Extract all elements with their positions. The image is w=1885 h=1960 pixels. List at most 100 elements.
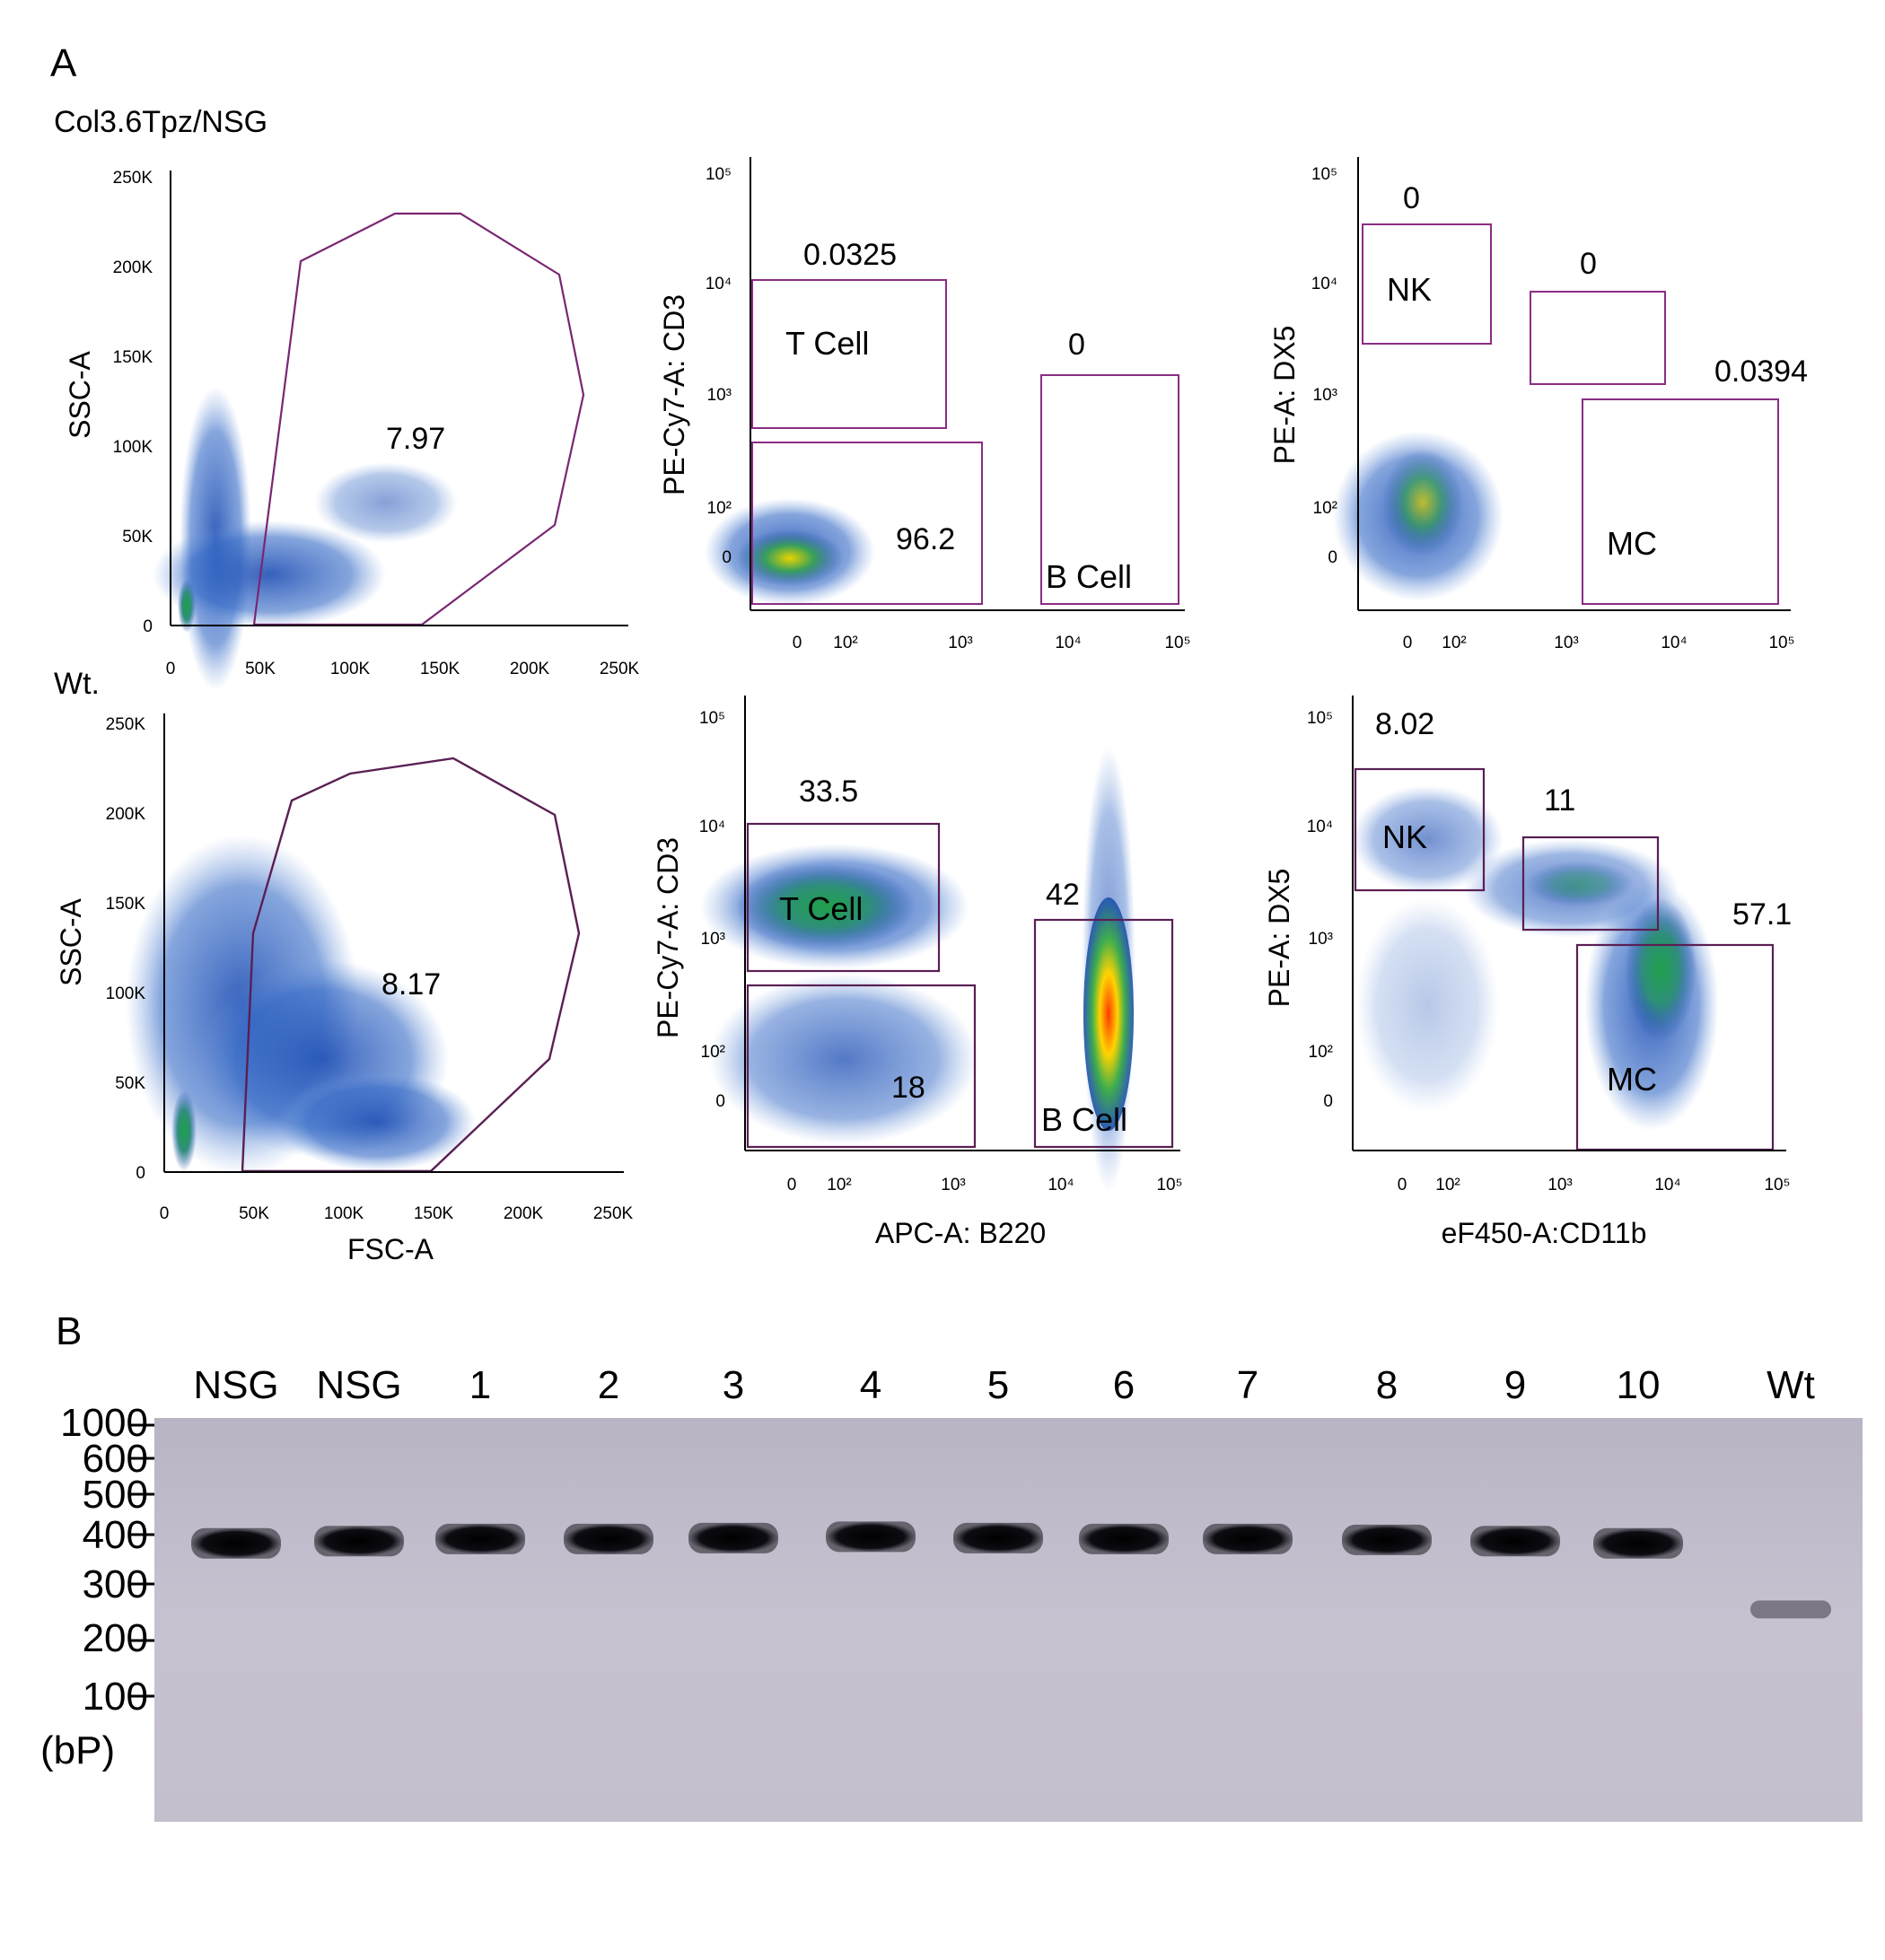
intermediate-percentage: 11: [1544, 783, 1575, 818]
x-tick-label: 10⁴: [1048, 1176, 1074, 1194]
density-core: [1625, 897, 1696, 1041]
lane-label: 5: [987, 1363, 1009, 1407]
scatter-x-ticks-row2: 0 50K 100K 150K 200K 250K: [160, 1204, 634, 1223]
panel-b-label: B: [56, 1309, 82, 1353]
x-tick-label: 10³: [948, 634, 972, 652]
double-negative-gate: [751, 442, 983, 605]
density-core: [171, 1090, 197, 1171]
ladder-label: 200: [83, 1616, 148, 1660]
gel-band: [1470, 1526, 1560, 1557]
b-cell-percentage: 42: [1046, 878, 1080, 912]
lane-label: 7: [1237, 1363, 1258, 1407]
y-tick-label: 0: [136, 1164, 145, 1183]
x-tick-label: 10⁴: [1654, 1176, 1680, 1194]
nk-gate: [1354, 767, 1486, 892]
y-tick-label: 10²: [1313, 499, 1337, 518]
lane-label: 9: [1504, 1363, 1526, 1407]
gel-lane-labels: NSG NSG 1 2 3 4 5 6 7 8 9 10 Wt: [193, 1363, 1815, 1407]
y-tick-label: 0: [722, 548, 732, 567]
y-axis-label: PE-A: DX5: [1268, 326, 1301, 465]
y-tick-label: 10³: [701, 930, 725, 949]
nkmc-y-ticks-row2: 0 10² 10³ 10⁴ 10⁵: [1307, 709, 1333, 1111]
y-tick-label: 150K: [106, 895, 146, 914]
nk-label: NK: [1387, 271, 1432, 308]
y-tick-label: 100K: [106, 984, 146, 1003]
gel-bands: [191, 1521, 1831, 1619]
t-cell-gate: [746, 822, 941, 973]
gel-band: [826, 1521, 916, 1553]
lane-label: 8: [1376, 1363, 1398, 1407]
lane-label: 3: [723, 1363, 744, 1407]
x-tick-label: 10⁵: [1164, 634, 1190, 652]
x-tick-label: 0: [793, 634, 802, 652]
y-tick-label: 10⁵: [1311, 165, 1337, 184]
y-tick-label: 0: [715, 1092, 725, 1111]
x-axis-label: APC-A: B220: [875, 1217, 1046, 1249]
mc-label: MC: [1607, 525, 1657, 562]
tb-x-ticks-row1: 0 10² 10³ 10⁴ 10⁵: [793, 634, 1191, 652]
x-tick-label: 0: [1403, 634, 1413, 652]
x-tick-label: 0: [787, 1176, 797, 1194]
double-negative-percentage: 96.2: [896, 522, 955, 556]
x-axis-label: eF450-A:CD11b: [1442, 1217, 1647, 1249]
x-tick-label: 10³: [941, 1176, 965, 1194]
density-core: [1382, 449, 1463, 556]
y-tick-label: 10⁴: [706, 275, 732, 293]
scatter-x-ticks-row1: 0 50K 100K 150K 200K 250K: [166, 660, 640, 678]
gel-band: [1079, 1523, 1169, 1554]
x-tick-label: 10⁵: [1768, 634, 1794, 652]
x-tick-label: 150K: [420, 660, 460, 678]
mc-percentage: 57.1: [1732, 897, 1792, 932]
scatter-plot-row2: 0 50K 100K 150K 200K 250K 0 50K 100K 150…: [55, 713, 634, 1265]
density-cloud: [278, 1072, 476, 1171]
x-tick-label: 150K: [414, 1204, 454, 1223]
nkmc-x-ticks-row2: 0 10² 10³ 10⁴ 10⁵: [1398, 1176, 1791, 1194]
density-core: [1526, 862, 1634, 906]
b-cell-label: B Cell: [1041, 1101, 1127, 1138]
x-tick-label: 100K: [324, 1204, 364, 1223]
b-cell-gate: [1033, 918, 1174, 1149]
tb-y-ticks-row1: 0 10² 10³ 10⁴ 10⁵: [706, 165, 732, 567]
gel-band: [191, 1527, 281, 1559]
y-tick-label: 10³: [707, 386, 732, 405]
density-cloud: [314, 462, 458, 543]
x-tick-label: 10⁵: [1156, 1176, 1182, 1194]
lane-label: 6: [1113, 1363, 1135, 1407]
scatter-y-ticks-row1: 0 50K 100K 150K 200K 250K: [113, 169, 153, 636]
x-tick-label: 200K: [510, 660, 550, 678]
nk-label: NK: [1382, 818, 1427, 855]
y-tick-label: 10⁵: [706, 165, 732, 184]
row2-label: Wt.: [54, 667, 100, 701]
y-axis-label: PE-Cy7-A: CD3: [658, 294, 690, 495]
x-axis-label: FSC-A: [347, 1233, 434, 1265]
t-cell-label: T Cell: [785, 325, 869, 362]
y-tick-label: 200K: [113, 258, 153, 277]
tb-plot-row1: 0 10² 10³ 10⁴ 10⁵ 0 10² 10³ 10⁴ 10⁵ PE-C…: [658, 157, 1191, 652]
nkmc-y-ticks-row1: 0 10² 10³ 10⁴ 10⁵: [1311, 165, 1337, 567]
gel-band: [1203, 1523, 1293, 1554]
lane-label: 1: [469, 1363, 491, 1407]
gel-band: [688, 1522, 778, 1553]
double-negative-gate: [746, 984, 977, 1149]
x-tick-label: 0: [166, 660, 176, 678]
scatter-density-row2: [126, 835, 476, 1176]
ladder-unit: (bP): [40, 1728, 115, 1772]
x-tick-label: 250K: [593, 1204, 634, 1223]
mc-label: MC: [1607, 1061, 1657, 1098]
nkmc-plot-row1: 0 10² 10³ 10⁴ 10⁵ 0 10² 10³ 10⁴ 10⁵ PE-A…: [1268, 157, 1808, 652]
lane-label: NSG: [193, 1363, 278, 1407]
lane-label: NSG: [316, 1363, 401, 1407]
tb-x-ticks-row2: 0 10² 10³ 10⁴ 10⁵: [787, 1176, 1183, 1194]
y-tick-label: 10⁴: [699, 818, 725, 836]
t-cell-percentage: 0.0325: [803, 238, 897, 272]
t-cell-gate: [751, 279, 947, 429]
y-tick-label: 150K: [113, 348, 153, 367]
x-tick-label: 250K: [600, 660, 640, 678]
y-tick-label: 50K: [115, 1074, 145, 1093]
y-tick-label: 10³: [1309, 930, 1333, 949]
ladder-markers: 1000 600 500 400 300 200 100 (bP): [40, 1401, 154, 1772]
scatter-plot-row1: 0 50K 100K 150K 200K 250K 0 50K 100K 150…: [64, 169, 640, 691]
y-tick-label: 10²: [701, 1043, 725, 1062]
lane-label: Wt: [1767, 1363, 1815, 1407]
y-tick-label: 200K: [106, 805, 146, 824]
